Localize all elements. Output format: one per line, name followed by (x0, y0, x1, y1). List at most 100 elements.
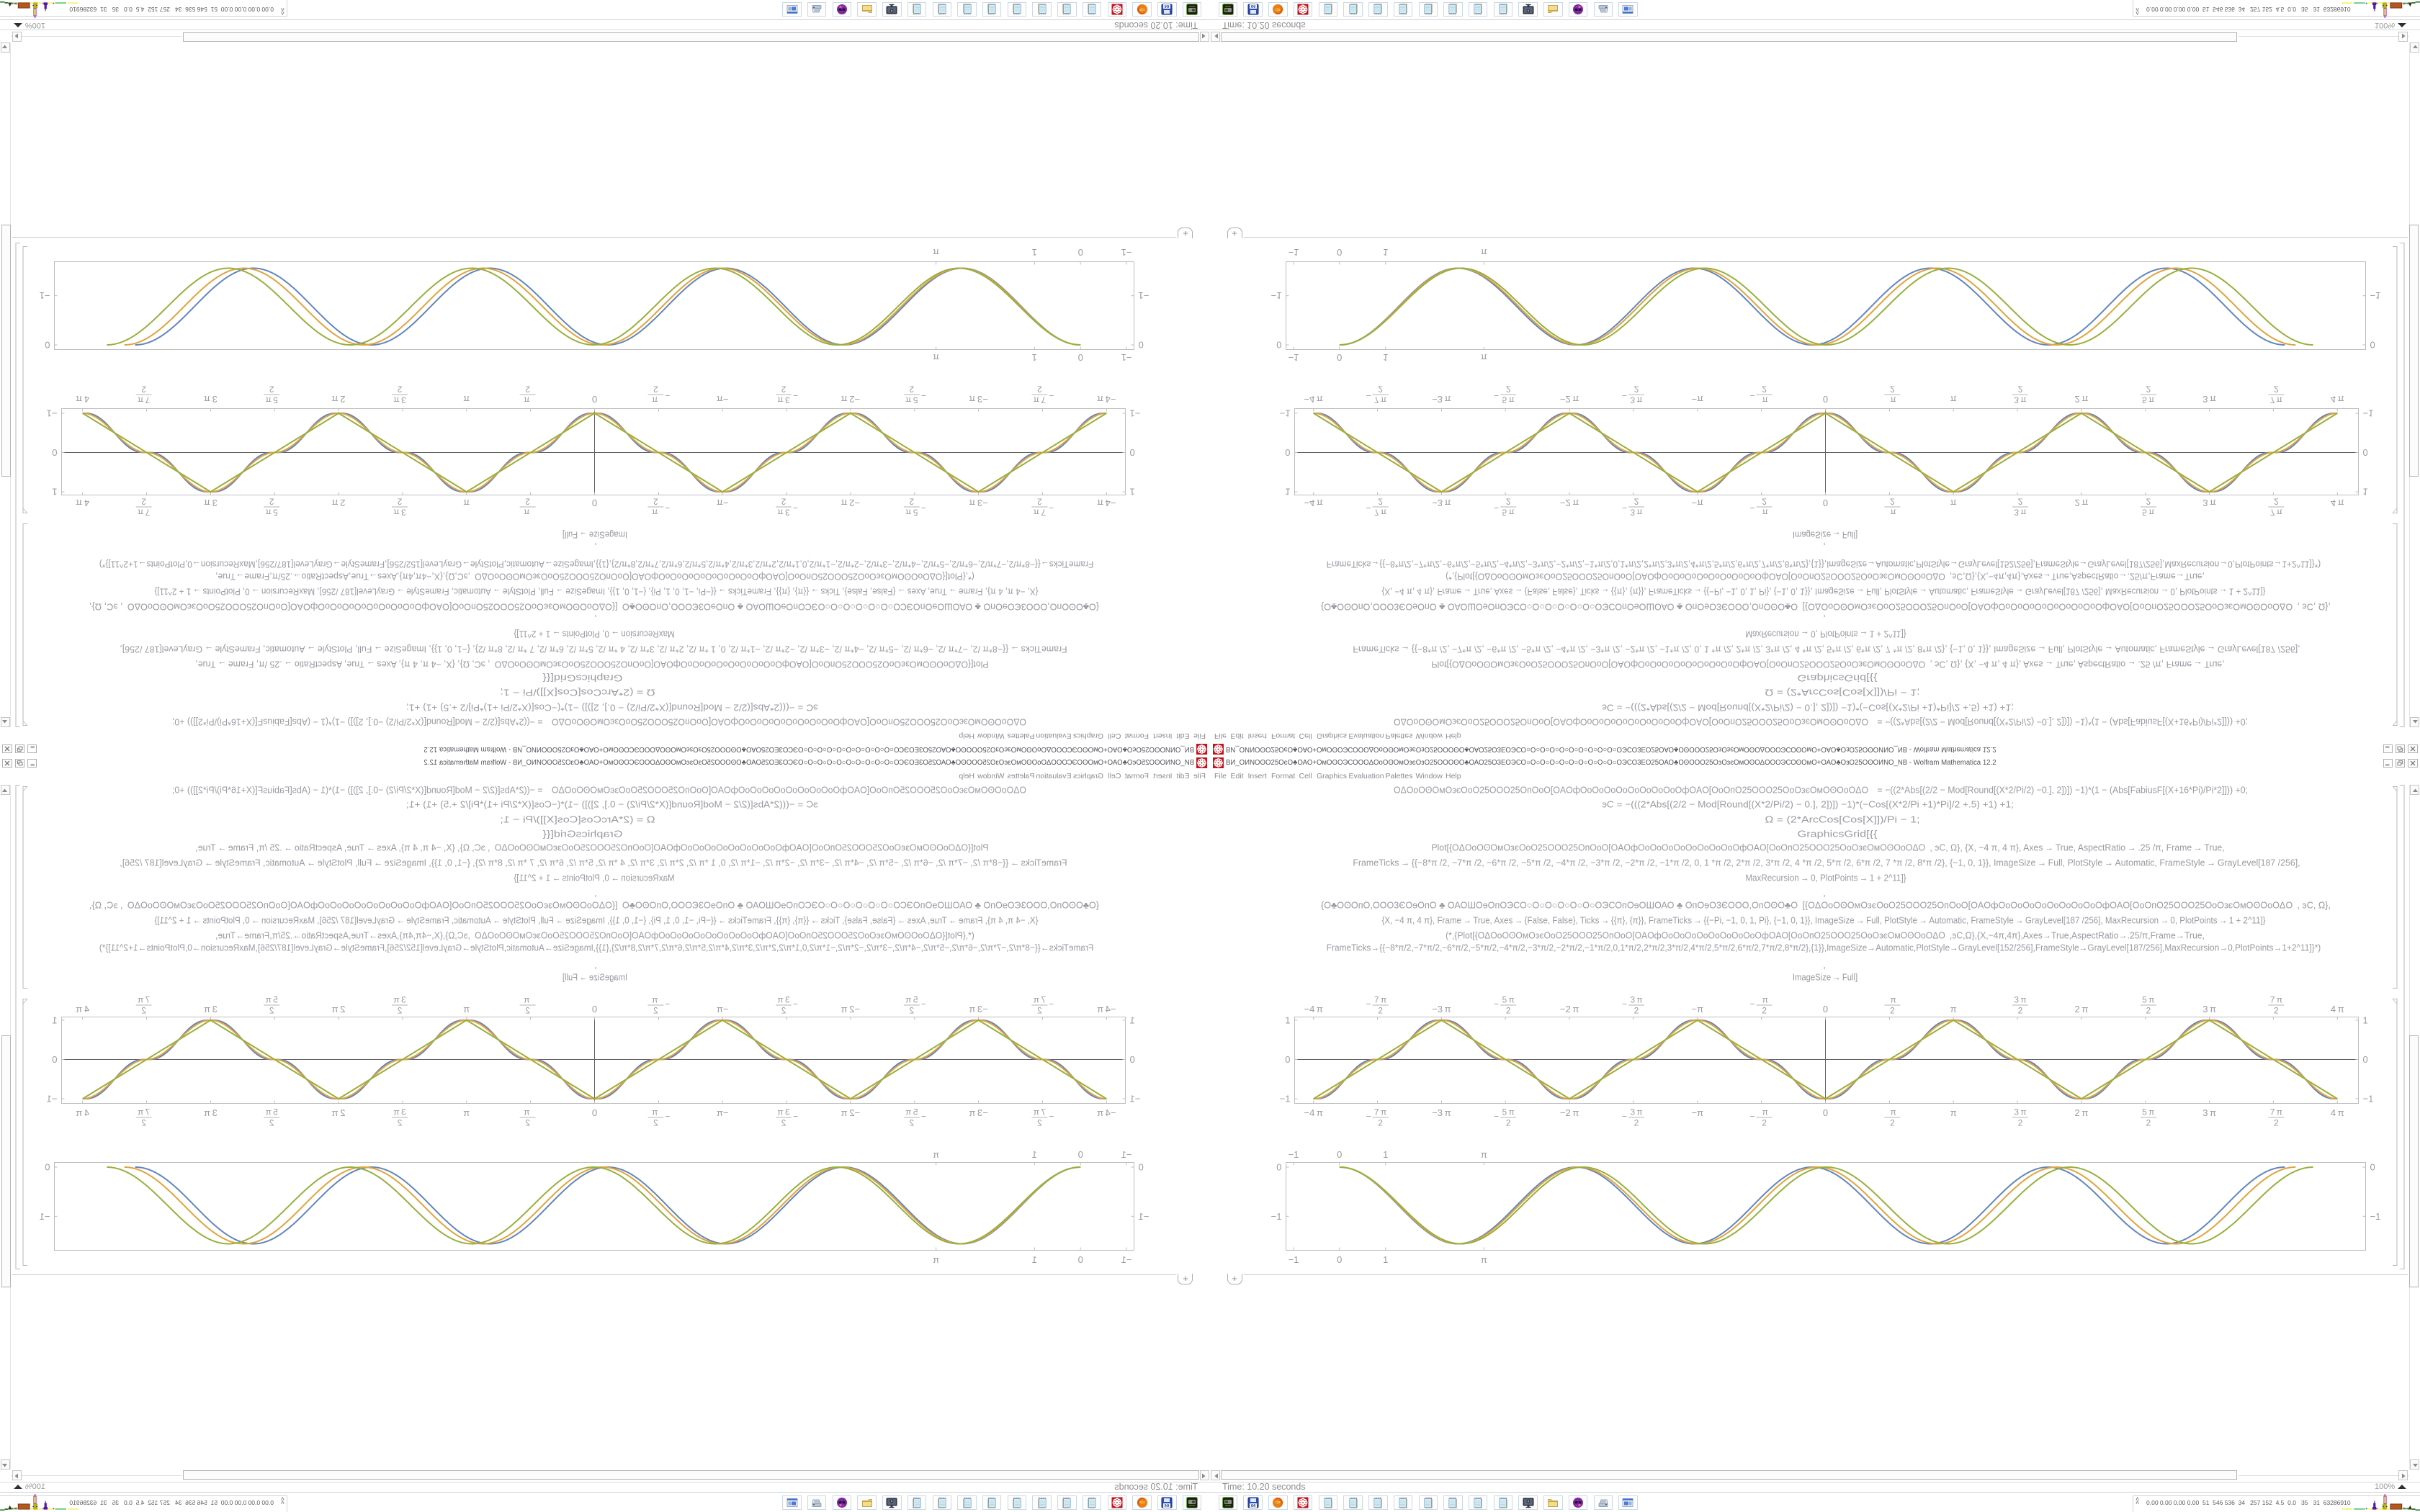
svg-text:−1: −1 (1139, 290, 1150, 301)
svg-text:−: − (1366, 999, 1371, 1009)
svg-text:−: − (665, 391, 670, 401)
svg-text:2: 2 (2274, 384, 2279, 395)
svg-text:2: 2 (781, 497, 786, 507)
svg-text:−: − (793, 503, 798, 513)
svg-text:π: π (933, 1254, 939, 1265)
svg-text:0: 0 (1130, 447, 1135, 458)
svg-text:3 π: 3 π (2202, 1004, 2216, 1014)
svg-text:−4 π: −4 π (1304, 1004, 1322, 1014)
svg-text:7 π: 7 π (1374, 508, 1386, 518)
svg-text:−π: −π (1692, 498, 1704, 508)
svg-text:−2 π: −2 π (841, 498, 860, 508)
svg-text:64: 64 (1251, 4, 1256, 8)
svg-text:−1: −1 (1121, 1254, 1132, 1265)
svg-text:7 π: 7 π (1034, 995, 1046, 1005)
svg-text:−1: −1 (1289, 247, 1299, 258)
svg-text:1: 1 (1383, 1149, 1388, 1160)
svg-text:−: − (1622, 503, 1627, 513)
svg-text:2: 2 (1037, 1006, 1042, 1016)
svg-text:7 π: 7 π (138, 508, 150, 518)
svg-text:−4 π: −4 π (1304, 1107, 1322, 1118)
svg-text:−1: −1 (47, 408, 58, 418)
svg-text:π: π (1481, 1149, 1487, 1160)
svg-text:3 π: 3 π (777, 1107, 789, 1117)
svg-text:4 π: 4 π (2331, 498, 2344, 508)
svg-text:π: π (652, 395, 660, 405)
svg-text:5 π: 5 π (2142, 1107, 2154, 1117)
svg-text:1: 1 (52, 1014, 57, 1025)
svg-text:−1: −1 (2363, 408, 2374, 418)
svg-text:1: 1 (1130, 487, 1135, 498)
svg-text:7 π: 7 π (1034, 395, 1046, 405)
svg-text:64: 64 (1164, 1504, 1169, 1508)
svg-text:5 π: 5 π (1502, 995, 1515, 1005)
svg-text:1: 1 (1032, 352, 1037, 363)
svg-text:2: 2 (1506, 1006, 1511, 1016)
svg-text:2: 2 (141, 497, 146, 507)
svg-text:5 π: 5 π (905, 395, 918, 405)
svg-text:1: 1 (1285, 487, 1290, 498)
svg-text:1: 1 (1383, 1254, 1388, 1265)
svg-text:5 π: 5 π (1502, 395, 1515, 405)
svg-text:3 π: 3 π (2014, 508, 2026, 518)
svg-text:7 π: 7 π (1034, 1107, 1046, 1117)
svg-text:−π: −π (717, 394, 729, 405)
svg-text:2: 2 (653, 384, 658, 395)
svg-text:2: 2 (1762, 1118, 1767, 1128)
svg-text:2: 2 (1634, 1118, 1639, 1128)
svg-text:0: 0 (1139, 340, 1144, 351)
svg-text:0: 0 (1337, 352, 1342, 363)
svg-text:2: 2 (2018, 497, 2023, 507)
svg-text:−: − (1750, 503, 1755, 513)
svg-text:1: 1 (1032, 247, 1037, 258)
svg-text:2: 2 (909, 1118, 914, 1128)
svg-text:2: 2 (2146, 1118, 2151, 1128)
svg-text:π: π (524, 508, 532, 518)
svg-text:3 π: 3 π (204, 1004, 218, 1014)
svg-text:−1: −1 (40, 1211, 50, 1222)
svg-text:π: π (652, 508, 660, 518)
svg-text:3 π: 3 π (1630, 395, 1642, 405)
svg-text:2: 2 (2018, 384, 2023, 395)
svg-text:0: 0 (52, 1054, 57, 1065)
svg-text:2: 2 (1762, 497, 1767, 507)
svg-text:−2 π: −2 π (841, 1004, 860, 1014)
svg-text:π: π (463, 498, 470, 508)
svg-text:−: − (1494, 503, 1499, 513)
svg-text:−1: −1 (1130, 408, 1141, 418)
svg-text:5 π: 5 π (2142, 508, 2154, 518)
svg-text:2: 2 (397, 1118, 402, 1128)
svg-text:−4 π: −4 π (1097, 1004, 1116, 1014)
svg-text:3 π: 3 π (1630, 508, 1642, 518)
svg-text:−: − (665, 1112, 670, 1122)
svg-text:2: 2 (781, 384, 786, 395)
svg-text:π: π (1950, 1004, 1957, 1014)
svg-text:5 π: 5 π (1502, 1107, 1515, 1117)
svg-text:3 π: 3 π (204, 1107, 218, 1118)
svg-text:−1: −1 (1280, 408, 1291, 418)
svg-text:π: π (1888, 995, 1896, 1005)
svg-text:−1: −1 (1130, 1094, 1141, 1104)
svg-text:−: − (1750, 1112, 1755, 1122)
svg-text:π: π (463, 1107, 470, 1118)
svg-text:−1: −1 (40, 290, 50, 301)
svg-text:2: 2 (1890, 1118, 1895, 1128)
svg-text:0: 0 (592, 498, 597, 508)
svg-text:2: 2 (653, 497, 658, 507)
svg-text:5 π: 5 π (905, 1107, 918, 1117)
svg-text:7 π: 7 π (138, 395, 150, 405)
svg-text:0: 0 (1337, 247, 1342, 258)
svg-text:2: 2 (2146, 497, 2151, 507)
svg-text:3 π: 3 π (2014, 1107, 2026, 1117)
svg-text:2 π: 2 π (2074, 498, 2088, 508)
svg-text:0: 0 (1078, 352, 1083, 363)
svg-text:−3 π: −3 π (1432, 498, 1451, 508)
svg-text:5 π: 5 π (905, 995, 918, 1005)
svg-text:−2 π: −2 π (841, 1107, 860, 1118)
svg-text:−1: −1 (1271, 290, 1282, 301)
svg-text:3 π: 3 π (777, 395, 789, 405)
svg-text:−: − (921, 391, 926, 401)
svg-text:0: 0 (1823, 498, 1828, 508)
svg-text:−4 π: −4 π (1097, 498, 1116, 508)
svg-text:−4 π: −4 π (1304, 394, 1322, 405)
